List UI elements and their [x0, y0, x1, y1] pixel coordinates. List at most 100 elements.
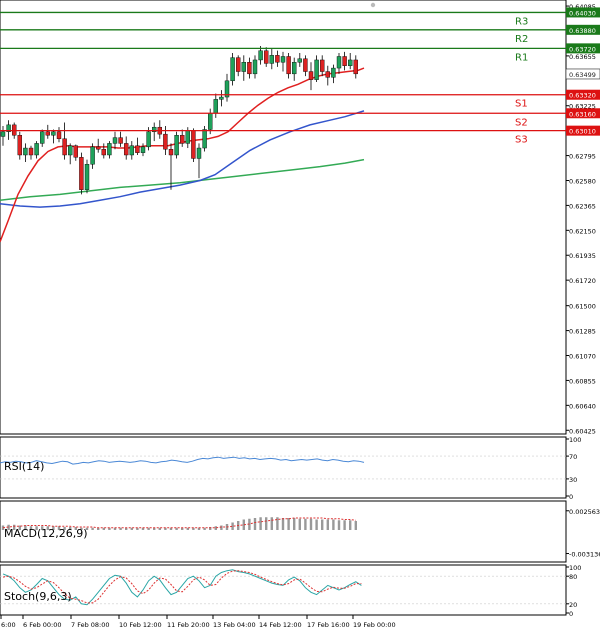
stoch-y-tick-label: 80	[569, 573, 577, 581]
current-price-tag	[565, 68, 600, 80]
candle-body	[73, 145, 79, 158]
macd-histogram-bar	[315, 519, 318, 530]
level-name-s3: S3	[515, 135, 528, 146]
candle-body	[247, 62, 252, 75]
candle-body	[196, 147, 202, 159]
macd-histogram-bar	[46, 526, 49, 530]
macd-histogram-bar	[63, 527, 66, 530]
price-y-tick-label: 0.63655	[569, 53, 596, 61]
macd-histogram-bar	[276, 517, 279, 530]
macd-label: MACD(12,26,9)	[4, 527, 88, 540]
price-y-tick-label: 0.61935	[569, 252, 596, 260]
candle-body	[84, 164, 90, 190]
candle-body	[353, 59, 358, 75]
rsi-y-tick-label: 100	[569, 436, 581, 444]
macd-histogram-bar	[337, 520, 341, 530]
macd-histogram-bar	[141, 527, 145, 530]
level-name-r2: R2	[515, 34, 528, 45]
price-y-tick-label: 0.61285	[569, 328, 596, 336]
macd-histogram-bar	[119, 527, 122, 530]
price-y-tick-label: 0.63225	[569, 103, 596, 111]
rsi-label: RSI(14)	[4, 460, 44, 473]
candle-body	[45, 131, 50, 136]
macd-histogram-bar	[13, 524, 16, 530]
macd-histogram-bar	[181, 527, 184, 530]
candle-body	[95, 146, 101, 150]
macd-histogram-bar	[18, 525, 21, 530]
candle-body	[6, 124, 11, 133]
macd-histogram-bar	[164, 527, 167, 530]
macd-histogram-bar	[153, 527, 156, 530]
candle-body	[207, 113, 213, 130]
candle-body	[264, 50, 269, 64]
candle-body	[112, 137, 118, 144]
macd-histogram-bar	[332, 519, 335, 530]
macd-histogram-bar	[203, 527, 206, 530]
level-value-s3: 0.63010	[569, 128, 596, 136]
macd-histogram-bar	[270, 517, 273, 530]
macd-histogram-bar	[69, 527, 72, 530]
rsi-y-tick-label: 70	[569, 453, 577, 461]
macd-histogram-bar	[253, 518, 257, 530]
candle-body	[269, 55, 274, 64]
macd-histogram-bar	[259, 517, 262, 530]
rsi-line	[0, 456, 365, 465]
x-axis-tick-label: 6 Feb 00:00	[23, 621, 62, 629]
candle-body	[0, 131, 6, 137]
candle-body	[191, 130, 196, 159]
candle-body	[146, 131, 151, 148]
candle-body	[62, 138, 67, 156]
candle-body	[258, 50, 263, 61]
candle-body	[151, 126, 157, 133]
macd-histogram-bar	[7, 524, 10, 530]
price-y-tick-label: 0.61070	[569, 353, 596, 361]
level-tag-s1	[566, 89, 600, 100]
candle-body	[325, 71, 330, 78]
macd-signal-line	[2, 517, 356, 529]
price-panel: 0.64085 0.63655 0.63225 0.62795 0.62580 0.623…	[0, 3, 600, 435]
candle-body	[56, 131, 62, 139]
macd-histogram-bar	[281, 518, 285, 530]
macd-histogram-bar	[354, 521, 357, 530]
candle-body	[314, 59, 319, 80]
candle-body	[331, 67, 336, 78]
price-y-tick-label: 0.60855	[569, 377, 596, 385]
candle-body	[101, 148, 107, 156]
macd-histogram-bar	[349, 520, 352, 530]
x-axis-tick-label: 19 Feb 00:00	[353, 621, 396, 629]
current-price-label: 0.63499	[569, 71, 596, 79]
candle-body	[17, 135, 22, 156]
macd-histogram-bar	[287, 518, 290, 530]
gear-icon[interactable]	[370, 2, 376, 8]
price-y-tick-label: 0.61720	[569, 277, 596, 285]
macd-histogram-bar	[231, 522, 234, 530]
macd-histogram-bar	[74, 527, 77, 530]
x-axis: 6:00 6 Feb 00:00 7 Feb 08:00 10 Feb 12:00 11…	[0, 615, 396, 629]
level-name-s1: S1	[515, 99, 528, 110]
candle-body	[174, 135, 179, 156]
macd-histogram-bar	[186, 527, 189, 530]
candle-body	[28, 147, 34, 156]
candle-body	[224, 80, 230, 98]
macd-histogram-bar	[136, 527, 139, 530]
macd-histogram-bar	[321, 519, 324, 530]
x-axis-tick-label: 13 Feb 04:00	[213, 621, 256, 629]
macd-histogram-bar	[304, 518, 307, 530]
candle-body	[118, 137, 123, 144]
candle-body	[297, 58, 302, 63]
level-name-r3: R3	[515, 16, 528, 27]
macd-histogram-bar	[80, 527, 83, 530]
rsi-panel-frame	[0, 436, 567, 499]
price-y-tick-label: 0.61500	[569, 303, 596, 311]
candle-body	[168, 148, 174, 156]
macd-histogram-bar	[209, 527, 212, 530]
level-tag-r1	[566, 43, 600, 54]
macd-histogram-bar	[24, 525, 27, 530]
macd-histogram-bar	[175, 527, 178, 530]
candle-body	[90, 146, 95, 165]
level-tag-r2	[566, 24, 600, 35]
macd-histogram-bar	[130, 527, 133, 530]
candle-body	[213, 99, 219, 114]
